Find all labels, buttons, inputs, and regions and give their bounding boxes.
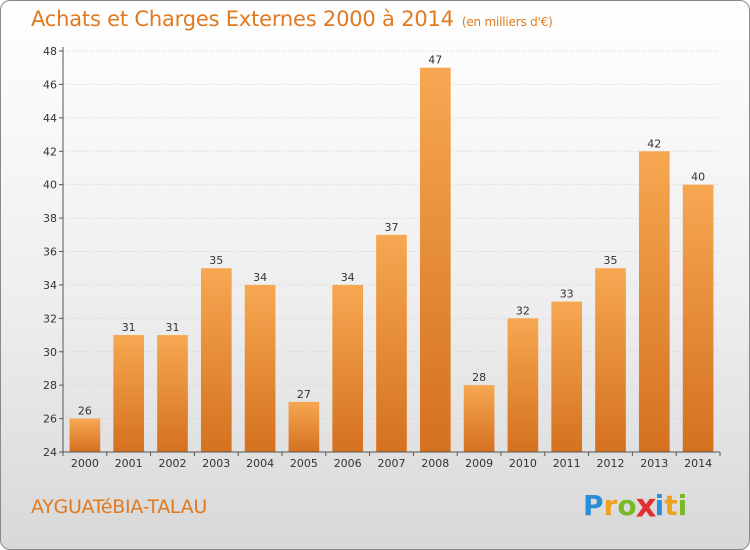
bar (113, 335, 145, 452)
labels-group: 24 26 28 30 32 34 36 38 40 42 44 46 48 26 2000 31 2001 31… (43, 45, 712, 470)
data-label: 34 (253, 271, 267, 284)
logo-letter: x (635, 486, 657, 525)
bar (69, 418, 101, 452)
chart-title: Achats et Charges Externes 2000 à 2014 (e… (31, 7, 553, 31)
proxiti-logo[interactable]: Proxiti (583, 486, 688, 525)
logo-letter: i (677, 489, 688, 522)
logo-letter: o (617, 489, 637, 522)
logo-letter: P (583, 489, 604, 522)
data-label: 32 (516, 304, 530, 317)
bar (244, 284, 276, 452)
data-label: 28 (472, 371, 486, 384)
bar (595, 268, 626, 452)
bar (332, 284, 364, 452)
x-tick-label: 2004 (246, 457, 274, 470)
x-tick-label: 2012 (597, 457, 625, 470)
chart-title-text: Achats et Charges Externes 2000 à 2014 (31, 7, 454, 31)
data-label: 47 (428, 54, 442, 67)
data-label: 37 (385, 221, 399, 234)
x-tick-label: 2011 (553, 457, 581, 470)
data-label: 31 (166, 321, 180, 334)
bar (157, 335, 188, 452)
x-tick-label: 2005 (290, 457, 318, 470)
y-tick-label: 28 (43, 379, 57, 392)
data-label: 40 (691, 171, 705, 184)
data-label: 35 (604, 254, 618, 267)
x-tick-label: 2002 (159, 457, 187, 470)
logo-letter: t (664, 489, 678, 522)
axes-group (59, 47, 721, 456)
data-label: 42 (647, 137, 661, 150)
bar (288, 401, 320, 452)
chart-subtitle: (en milliers d'€) (461, 15, 553, 29)
y-tick-label: 36 (43, 246, 57, 259)
bar (463, 385, 495, 452)
data-label: 33 (560, 288, 574, 301)
x-tick-label: 2006 (334, 457, 362, 470)
x-tick-label: 2001 (115, 457, 143, 470)
x-tick-label: 2007 (378, 457, 406, 470)
y-tick-label: 30 (43, 346, 57, 359)
bar (638, 151, 670, 452)
y-tick-label: 46 (43, 78, 57, 91)
y-tick-label: 34 (43, 279, 57, 292)
x-tick-label: 2008 (421, 457, 449, 470)
y-tick-label: 42 (43, 145, 57, 158)
x-tick-label: 2010 (509, 457, 537, 470)
y-tick-label: 32 (43, 312, 57, 325)
x-tick-label: 2014 (684, 457, 712, 470)
y-tick-label: 38 (43, 212, 57, 225)
x-tick-label: 2009 (465, 457, 493, 470)
x-tick-label: 2003 (202, 457, 230, 470)
commune-name: AYGUATéBIA-TALAU (31, 496, 207, 518)
x-tick-label: 2000 (71, 457, 99, 470)
data-label: 27 (297, 388, 311, 401)
bar (200, 268, 232, 452)
y-tick-label: 26 (43, 413, 57, 426)
y-tick-label: 24 (43, 446, 57, 459)
logo-letter: i (654, 489, 665, 522)
data-label: 26 (78, 405, 92, 418)
x-tick-label: 2013 (640, 457, 668, 470)
data-label: 34 (341, 271, 355, 284)
logo-letter: r (603, 489, 618, 522)
bars-group (69, 67, 714, 452)
bar (682, 184, 714, 452)
bar (419, 67, 451, 452)
data-label: 31 (122, 321, 136, 334)
y-tick-label: 44 (43, 112, 57, 125)
bar (551, 301, 583, 452)
bar (507, 318, 539, 452)
bar (376, 234, 407, 452)
data-label: 35 (209, 254, 223, 267)
y-tick-label: 40 (43, 179, 57, 192)
y-tick-label: 48 (43, 45, 57, 58)
